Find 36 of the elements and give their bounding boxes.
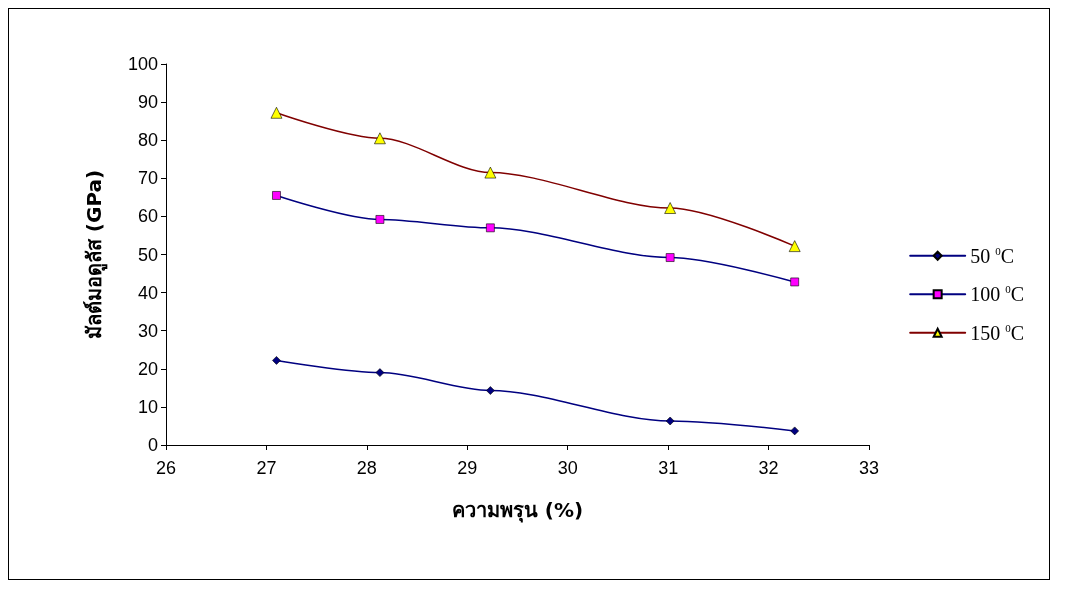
x-tick-label: 26 [155, 458, 177, 478]
y-axis-title: มัลต์มอดูลัส (GPa) [82, 169, 108, 340]
y-tick-label: 100 [127, 54, 158, 74]
point [374, 132, 386, 145]
point [270, 106, 283, 119]
point [486, 386, 495, 395]
y-tick-label: 70 [137, 168, 158, 189]
point [272, 191, 281, 200]
x-tick-label: 29 [457, 458, 478, 478]
point [664, 202, 676, 214]
point [375, 215, 385, 224]
x-tick-label: 31 [658, 458, 679, 478]
x-tick-label: 32 [758, 458, 779, 478]
x-tick-label: 28 [356, 458, 377, 478]
y-tick-label: 10 [137, 396, 158, 417]
y-tick-label: 90 [137, 92, 158, 113]
x-tick-label: 30 [557, 458, 578, 478]
x-axis-title: ความพรุน (%) [451, 498, 584, 523]
point [486, 223, 495, 233]
y-tick-label: 40 [137, 282, 158, 303]
x-tick-label: 27 [256, 458, 277, 478]
point [665, 253, 675, 262]
point [375, 368, 385, 377]
x-tick-label: 33 [858, 458, 880, 478]
y-tick-label: 60 [137, 206, 158, 227]
y-tick-label: 30 [137, 320, 158, 341]
point [790, 277, 799, 287]
y-tick-label: 0 [147, 435, 158, 455]
y-tick-label: 80 [137, 130, 158, 151]
point [484, 166, 497, 179]
y-tick-label: 50 [137, 244, 158, 265]
point [788, 240, 801, 252]
y-tick-label: 20 [137, 358, 158, 379]
point [665, 416, 675, 426]
point [790, 426, 799, 436]
point [272, 356, 281, 365]
